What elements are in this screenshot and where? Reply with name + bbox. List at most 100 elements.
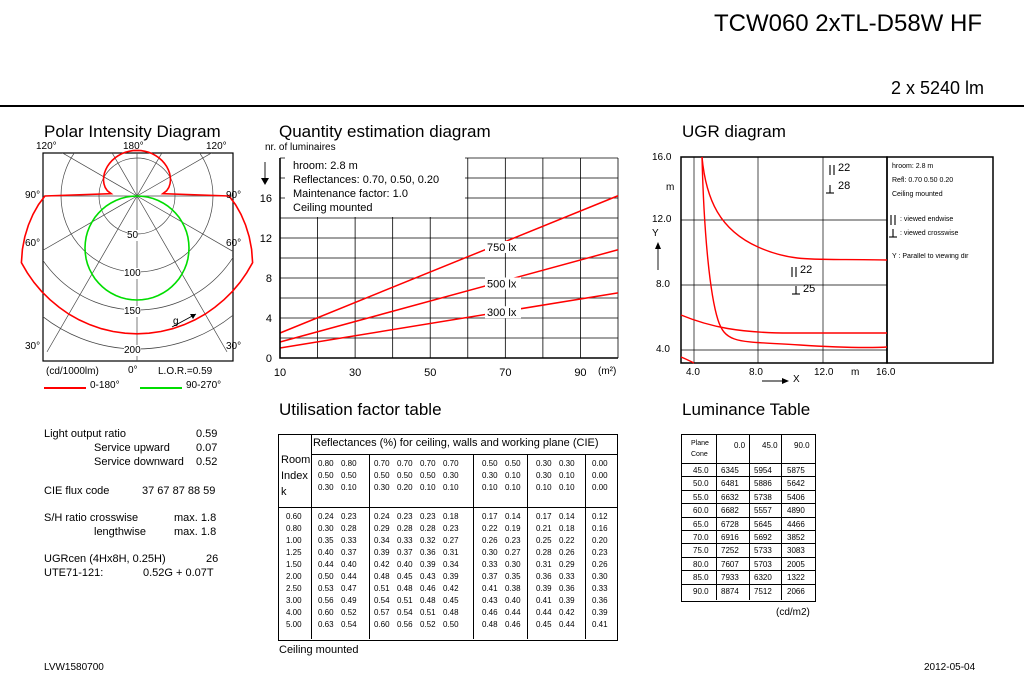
utilisation-cell: 0.44 [318,560,334,569]
spec-lor-value: 0.59 [196,428,218,440]
utilisation-cell: 0.37 [482,572,498,581]
utilisation-cell: 0.34 [443,560,459,569]
utilisation-cell: 0.18 [443,512,459,521]
ugr-xlabel: X [793,374,800,385]
utilisation-cell: 0.48 [374,572,390,581]
series-line [279,249,619,343]
utilisation-cell: 0.54 [341,620,357,629]
lum-row-divider [681,503,815,505]
utilisation-cell: 0.39 [536,584,552,593]
utilisation-cell: 0.14 [559,512,575,521]
refl-cell: 0.50 [318,471,334,480]
k-label: k [281,486,287,498]
refl-cell: 0.20 [397,483,413,492]
utilisation-cell: 0.43 [420,572,436,581]
spec-sh-length-value: max. 1.8 [174,526,217,538]
lum-corner-cone: Cone [691,451,708,458]
utilisation-cell: 0.44 [559,620,575,629]
lum-value-cell: 5645 [754,519,772,529]
lum-value-cell: 4890 [787,506,805,516]
lum-value-cell: 2066 [787,586,805,596]
utilisation-cell: 0.36 [420,548,436,557]
ugr-chart [655,156,994,384]
polar-title: Polar Intensity Diagram [44,122,221,141]
lum-value-cell: 7607 [721,559,739,569]
utilisation-cell: 0.26 [482,536,498,545]
ugr-xtick-8: 8.0 [749,367,763,378]
utilisation-cell: 0.36 [559,584,575,593]
refl-cell: 0.30 [443,471,459,480]
lum-value-cell: 5557 [754,506,772,516]
utilisation-cell: 0.48 [482,620,498,629]
spec-cie-label: CIE flux code [44,485,110,497]
ugr-legend-hroom: hroom: 2.8 m [892,163,934,170]
refl-cell: 0.70 [443,459,459,468]
utilisation-cell: 0.27 [505,548,521,557]
ugr-ytick-12: 12.0 [652,214,672,225]
refl-cell: 0.00 [592,459,608,468]
y-tick-label: 8 [266,273,272,285]
utilisation-cell: 0.27 [443,536,459,545]
refl-cell: 0.10 [482,483,498,492]
lum-value-cell: 5733 [754,546,772,556]
room-index-cell: 3.00 [286,596,302,605]
legend-label-green: 90-270° [186,380,222,391]
lum-row-divider [681,463,815,464]
lum-value-cell: 6632 [721,492,739,502]
utilisation-cell: 0.23 [505,536,521,545]
footer-date: 2012-05-04 [924,662,976,673]
ugr-legend-crosswise: : viewed crosswise [900,230,959,237]
utilisation-cell: 0.30 [318,524,334,533]
utilisation-cell: 0.39 [592,608,608,617]
spec-ute-value: 0.52G + 0.07T [143,567,214,579]
lum-value-cell: 6481 [721,479,739,489]
refl-cell: 0.70 [397,459,413,468]
room-index-cell: 2.00 [286,572,302,581]
utilisation-cell: 0.54 [397,608,413,617]
ugr-legend-refl: Refl: 0.70 0.50 0.20 [892,177,954,184]
utilisation-cell: 0.16 [592,524,608,533]
utilisation-cell: 0.39 [420,560,436,569]
utilisation-cell: 0.49 [341,596,357,605]
lum-value-cell: 4466 [787,519,805,529]
ugr-val2-cross: 25 [803,283,816,295]
spec-ugrcen-value: 26 [206,553,219,565]
angle-label-60-right: 60° [226,238,242,249]
utilisation-cell: 0.44 [505,608,521,617]
room-index-cell: 1.00 [286,536,302,545]
utilisation-cell: 0.40 [397,560,413,569]
spec-sh-cross-value: max. 1.8 [174,512,217,524]
utilisation-cell: 0.24 [318,512,334,521]
lum-value-cell: 6728 [721,519,739,529]
room-index-cell: 4.00 [286,608,302,617]
ugr-xunit: m [851,367,860,378]
utilisation-cell: 0.42 [559,608,575,617]
utilisation-cell: 0.21 [536,524,552,533]
ugr-legend-ynote: Y : Parallel to viewing dir [892,253,969,260]
refl-cell: 0.10 [420,483,436,492]
utilisation-cell: 0.45 [397,572,413,581]
x-tick-label: 50 [424,367,436,379]
x-tick-label: 30 [349,367,361,379]
utilisation-cell: 0.18 [559,524,575,533]
spec-sh-length-label: lengthwise [94,526,146,538]
angle-label-30-right: 30° [226,341,242,352]
utilisation-cell: 0.30 [592,572,608,581]
y-tick-label: 0 [266,353,272,365]
product-title: TCW060 2xTL-D58W HF [713,10,982,37]
spec-down-label: Service downward [94,456,184,468]
utilisation-cell: 0.45 [536,620,552,629]
utilisation-cell: 0.47 [341,584,357,593]
spec-ute-label: UTE71-121: [44,567,104,579]
utilisation-cell: 0.19 [505,524,521,533]
y-tick-label: 12 [260,233,272,245]
utilisation-cell: 0.63 [318,620,334,629]
utilisation-cell: 0.25 [536,536,552,545]
ugr-val1-end: 22 [838,162,851,174]
lum-row-divider [681,570,815,572]
room-index-cell: 1.25 [286,548,302,557]
legend-line-red [44,387,86,389]
angle-label-90-right: 90° [226,190,242,201]
utilisation-cell: 0.56 [318,596,334,605]
utilisation-cell: 0.57 [374,608,390,617]
